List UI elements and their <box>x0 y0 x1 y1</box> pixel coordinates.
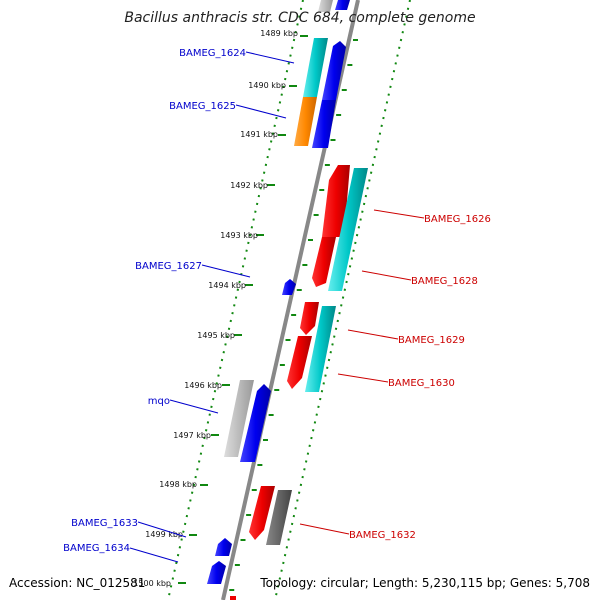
gene-feature-teal-1630[interactable] <box>305 306 336 392</box>
gene-label[interactable]: BAMEG_1626 <box>424 214 491 225</box>
tick-label: 1489 kbp <box>260 29 298 38</box>
gene-label[interactable]: BAMEG_1628 <box>411 276 478 287</box>
gene-feature-blue-mqo[interactable] <box>240 384 271 462</box>
gene-labels: BAMEG_1624 BAMEG_1625 BAMEG_1626 BAMEG_1… <box>63 48 491 554</box>
gene-label[interactable]: BAMEG_1624 <box>179 48 246 59</box>
gene-feature-red-1629[interactable] <box>300 302 319 335</box>
leader-line <box>129 547 179 563</box>
gene-feature-blue[interactable] <box>312 100 336 148</box>
leader-line <box>361 270 412 281</box>
minor-ticks <box>229 39 358 591</box>
gene-feature-blue-1634[interactable] <box>207 561 226 584</box>
tick-label: 1497 kbp <box>173 431 211 440</box>
gene-features <box>207 0 368 600</box>
gene-feature[interactable] <box>335 0 350 10</box>
gene-label[interactable]: BAMEG_1632 <box>349 530 416 541</box>
leader-line <box>299 523 350 535</box>
gene-feature-red[interactable] <box>287 336 312 389</box>
gene-feature-teal[interactable] <box>328 168 368 291</box>
tick-label: 1490 kbp <box>248 81 286 90</box>
tick-label: 1491 kbp <box>240 130 278 139</box>
tick-label: 1495 kbp <box>197 331 235 340</box>
genome-summary-text: Topology: circular; Length: 5,230,115 bp… <box>259 576 590 590</box>
gene-feature-blue-1624[interactable] <box>322 41 346 100</box>
gene-feature-red-1632[interactable] <box>249 486 275 540</box>
guide-line-left <box>167 0 304 600</box>
gene-label[interactable]: BAMEG_1625 <box>169 101 236 112</box>
leader-line <box>201 264 251 278</box>
track-band <box>185 0 405 600</box>
gene-label[interactable]: BAMEG_1634 <box>63 543 130 554</box>
leader-line <box>245 51 295 64</box>
gene-label[interactable]: mqo <box>148 396 170 407</box>
leader-line <box>235 104 287 119</box>
gene-feature-red-1628[interactable] <box>312 237 336 287</box>
gene-feature-teal[interactable] <box>303 38 328 97</box>
leader-line <box>337 373 389 383</box>
tick-label: 1496 kbp <box>184 381 222 390</box>
gene-feature-orange-1625[interactable] <box>294 97 317 146</box>
tick-label: 1494 kbp <box>208 281 246 290</box>
guide-line-right <box>274 0 411 600</box>
leader-line <box>373 209 425 219</box>
gene-label[interactable]: BAMEG_1629 <box>398 335 465 346</box>
gene-feature[interactable] <box>230 596 236 600</box>
gene-label[interactable]: BAMEG_1630 <box>388 378 455 389</box>
tick-label: 1492 kbp <box>230 181 268 190</box>
tick-label: 1500 kbp <box>133 579 171 588</box>
gene-feature[interactable] <box>318 0 333 12</box>
leader-line <box>169 399 219 414</box>
gene-label[interactable]: BAMEG_1627 <box>135 261 202 272</box>
map-title: Bacillus anthracis str. CDC 684, complet… <box>124 10 475 26</box>
tick-label: 1498 kbp <box>159 480 197 489</box>
accession-text: Accession: NC_012581 <box>9 576 145 590</box>
leader-line <box>347 329 399 340</box>
axis-ticks: 1489 kbp 1490 kbp 1491 kbp 1492 kbp 1493… <box>133 29 308 588</box>
gene-feature-blue-1633[interactable] <box>215 538 232 556</box>
leader-line <box>137 521 187 538</box>
gene-feature-blue-1627[interactable] <box>282 279 296 295</box>
gene-label[interactable]: BAMEG_1633 <box>71 518 138 529</box>
gene-feature-grey[interactable] <box>224 380 254 457</box>
tick-label: 1499 kbp <box>145 530 183 539</box>
gene-feature-dark[interactable] <box>266 490 292 545</box>
leader-lines <box>129 51 425 563</box>
tick-label: 1493 kbp <box>220 231 258 240</box>
gene-feature-red-1626[interactable] <box>322 165 350 237</box>
